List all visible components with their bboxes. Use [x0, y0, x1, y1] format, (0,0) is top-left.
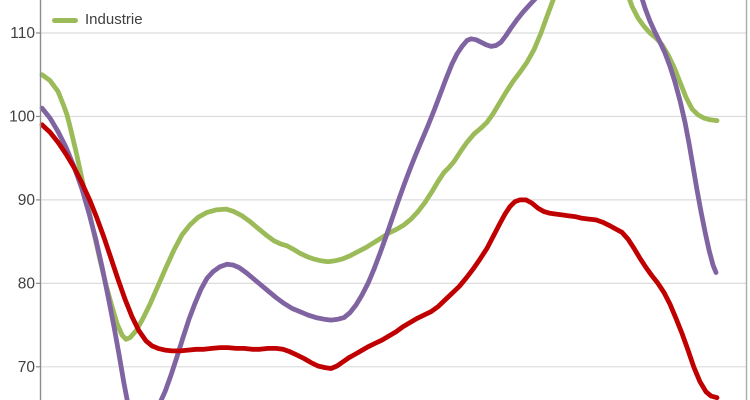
y-axis-tick-label-70: 70 [18, 359, 36, 376]
y-axis-tick-label-90: 90 [18, 192, 36, 209]
industrie-line [39, 0, 720, 342]
series-lines [39, 0, 720, 400]
red-series-line [39, 122, 720, 400]
y-axis-tick-labels: 110 100 90 80 70 [9, 25, 35, 376]
y-axis-tick-label-80: 80 [18, 275, 36, 292]
purple-series-line [39, 0, 719, 400]
y-axis-tick-label-100: 100 [9, 108, 35, 125]
y-axis-tick-label-110: 110 [10, 25, 35, 42]
